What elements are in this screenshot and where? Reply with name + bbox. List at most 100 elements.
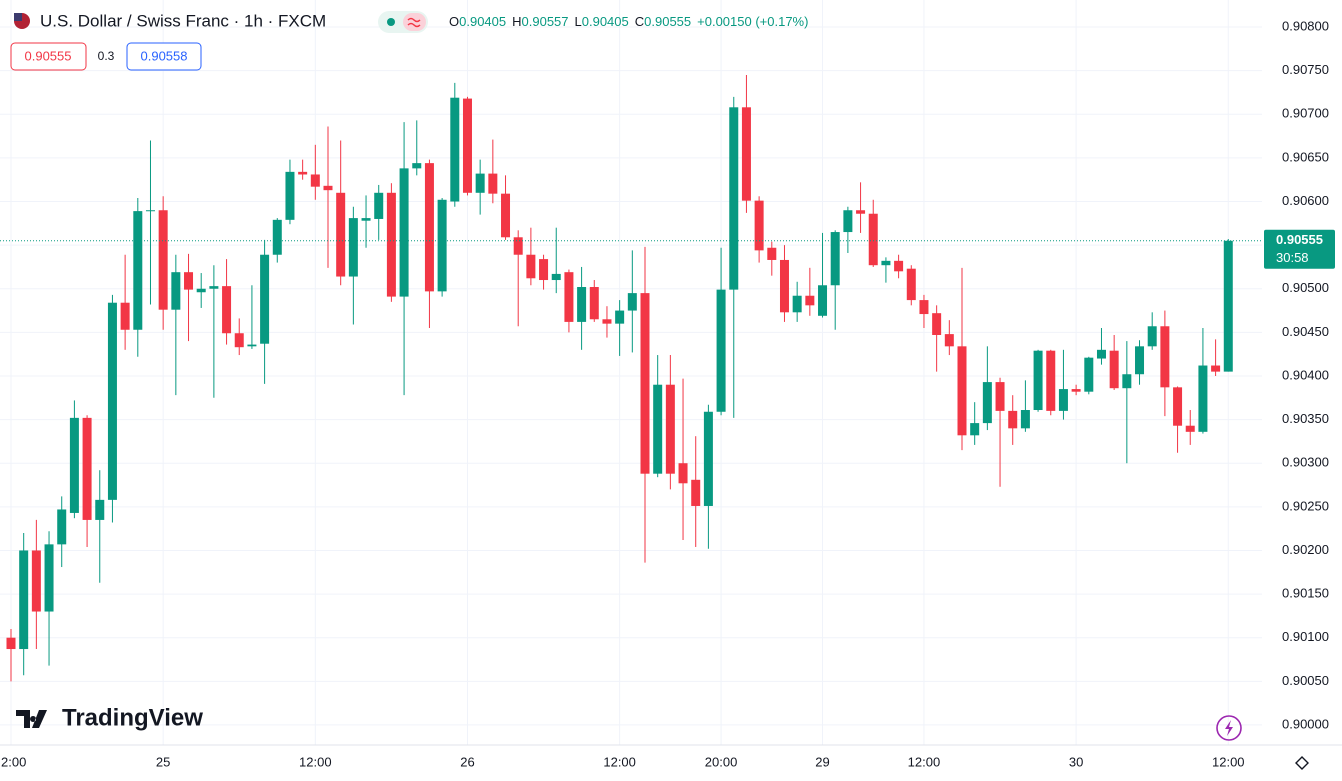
candle-body	[145, 210, 155, 212]
candle-body	[551, 273, 561, 281]
candle-body	[539, 259, 549, 281]
candle-body	[272, 219, 282, 255]
candle-body	[209, 286, 219, 289]
x-tick-label: 29	[815, 754, 829, 769]
candle-body	[488, 173, 498, 194]
candle-body	[1198, 365, 1208, 432]
logo-text: TradingView	[62, 704, 203, 731]
candle-body	[158, 210, 168, 310]
candle-body	[1147, 326, 1157, 347]
y-tick-label: 0.90350	[1282, 411, 1329, 426]
candle-body	[957, 346, 967, 436]
candle-body	[348, 218, 358, 277]
candle-body	[437, 199, 447, 292]
x-tick-label: 2:00	[1, 754, 26, 769]
x-tick-label: 26	[460, 754, 474, 769]
y-tick-label: 0.90800	[1282, 18, 1329, 33]
settings-button[interactable]	[1295, 756, 1309, 770]
candle-body	[627, 293, 637, 311]
x-tick-label: 12:00	[299, 754, 332, 769]
candle-body	[57, 509, 67, 545]
y-tick-label: 0.90750	[1282, 62, 1329, 77]
candle-body	[1058, 389, 1068, 411]
candle-body	[767, 247, 777, 260]
ohlc-value: 0.90405	[582, 14, 629, 29]
candle-body	[1211, 365, 1221, 372]
y-tick-label: 0.90050	[1282, 673, 1329, 688]
spread: 0.3	[98, 49, 115, 63]
candle-body	[424, 163, 434, 292]
candle-body	[501, 193, 511, 238]
candle-body	[1033, 350, 1043, 411]
header: U.S. Dollar / Swiss Franc · 1h · FXCM 0.…	[10, 11, 808, 71]
candle-body	[399, 168, 409, 297]
candle-body	[577, 287, 587, 322]
y-tick-label: 0.90250	[1282, 498, 1329, 513]
candle-body	[932, 313, 942, 335]
alert-icon	[1225, 720, 1233, 736]
candle-body	[729, 107, 739, 290]
candle-body	[868, 213, 878, 266]
y-tick-label: 0.90300	[1282, 455, 1329, 470]
last-price-box	[1264, 229, 1335, 269]
candle-body	[222, 286, 232, 334]
bid: 0.90555	[25, 48, 72, 63]
candle-body	[944, 334, 954, 347]
candle-body	[526, 254, 536, 279]
logo: TradingView	[16, 704, 203, 731]
candle-body	[310, 174, 320, 187]
candle-body	[1173, 387, 1183, 426]
candles	[0, 75, 1262, 682]
candle-body	[69, 417, 79, 513]
candle-body	[95, 499, 105, 520]
y-tick-label: 0.90400	[1282, 367, 1329, 382]
candle-body	[1223, 240, 1233, 372]
candle-body	[665, 384, 675, 474]
logo-icon	[16, 710, 47, 728]
candle-body	[374, 192, 384, 219]
x-tick-label: 20:00	[705, 754, 738, 769]
candle-body	[336, 192, 346, 277]
candle-body	[82, 417, 92, 520]
candle-body	[691, 479, 701, 506]
y-tick-label: 0.90650	[1282, 149, 1329, 164]
y-tick-label: 0.90700	[1282, 106, 1329, 121]
candle-body	[475, 173, 485, 193]
candle-body	[196, 288, 206, 293]
y-tick-label: 0.90200	[1282, 542, 1329, 557]
candle-body	[615, 310, 625, 324]
delayed-icon	[407, 17, 421, 28]
candle-body	[31, 550, 41, 612]
bid-box[interactable]	[10, 42, 87, 71]
candle-body	[589, 287, 599, 320]
x-tick-label: 30	[1069, 754, 1083, 769]
candle-body	[792, 295, 802, 313]
candle-body	[234, 333, 244, 348]
candle-body	[1160, 326, 1170, 388]
candle-body	[982, 382, 992, 424]
ohlc-label: L	[575, 14, 582, 29]
candle-body	[6, 637, 16, 650]
candle-body	[716, 289, 726, 412]
ask-box[interactable]	[126, 42, 202, 71]
candle-body	[120, 302, 130, 330]
candle-body	[44, 544, 54, 612]
candle-body	[754, 200, 764, 251]
candle-body	[919, 300, 929, 315]
candle-body	[184, 272, 194, 290]
axes: 0.90000 0.90050 0.90100 0.90150 0.90200 0.902…	[0, 18, 1342, 769]
candle-body	[133, 211, 143, 330]
y-tick-label: 0.90000	[1282, 716, 1329, 731]
candle-body	[805, 295, 815, 306]
candle-body	[906, 268, 916, 301]
candle-body	[462, 98, 472, 193]
last-price-label: 0.90555	[1276, 232, 1323, 247]
symbol-title: U.S. Dollar / Swiss Franc · 1h · FXCM	[40, 11, 326, 30]
candle-body	[285, 171, 295, 220]
ohlc-value: 0.90557	[522, 14, 569, 29]
y-tick-label: 0.90450	[1282, 324, 1329, 339]
x-tick-label: 12:00	[908, 754, 941, 769]
alert-button[interactable]	[1216, 715, 1242, 741]
candle-body	[1084, 357, 1094, 392]
